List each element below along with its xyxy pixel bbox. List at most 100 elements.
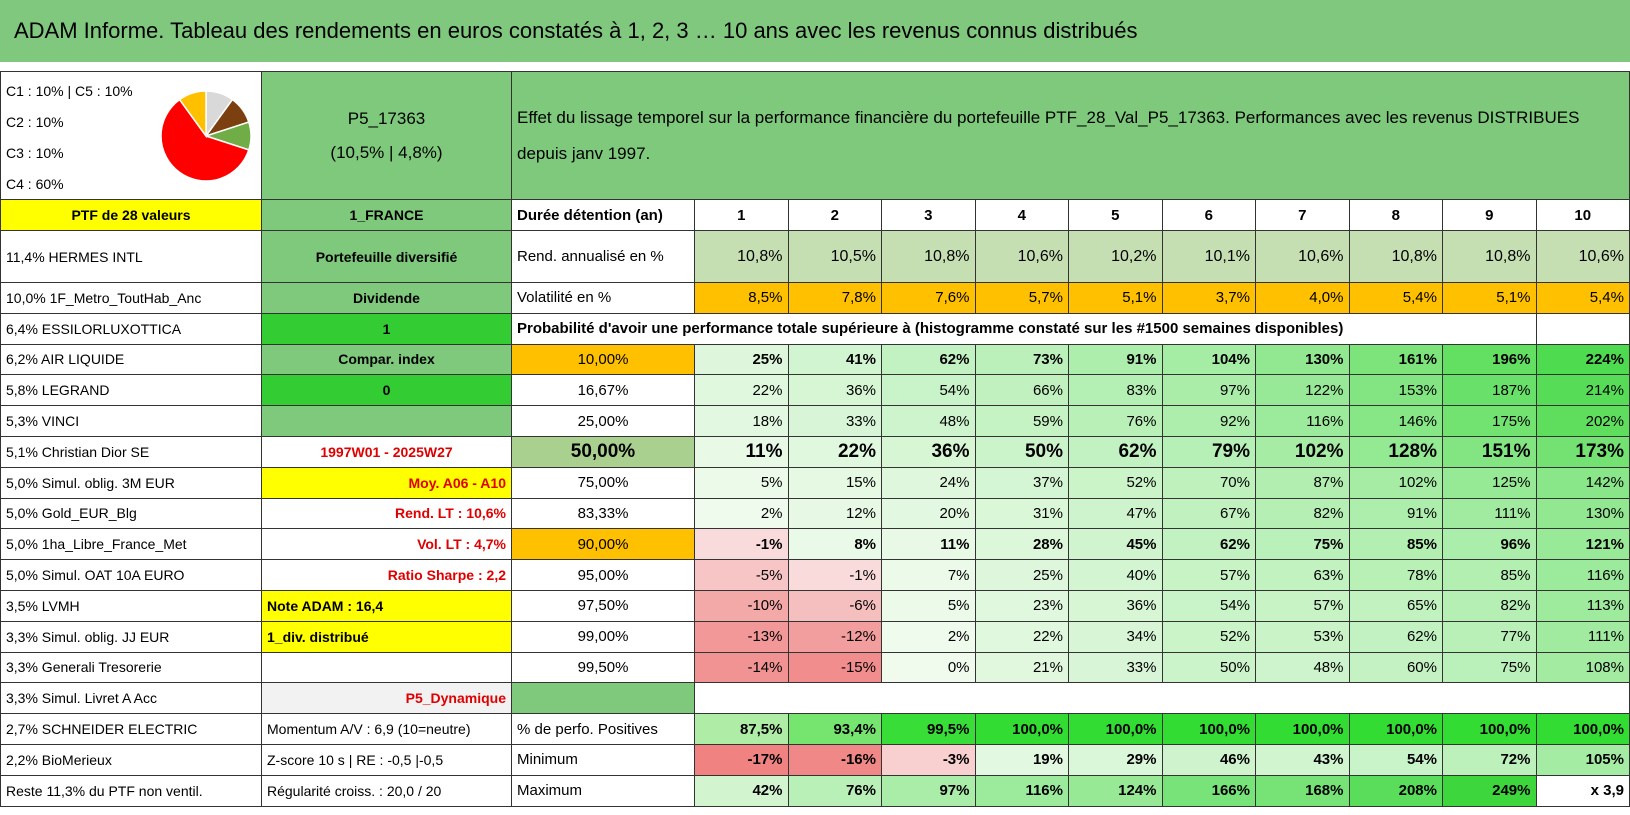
value: -13%	[695, 621, 789, 653]
value: 65%	[1349, 591, 1443, 622]
label: 99,00%	[512, 621, 695, 653]
value: 249%	[1443, 775, 1537, 807]
holding: 3,3% Generali Tresorerie	[0, 652, 262, 684]
value: 70%	[1162, 467, 1256, 499]
value: 146%	[1349, 406, 1443, 437]
year: 10	[1536, 200, 1630, 231]
value: 214%	[1536, 375, 1630, 407]
value: -14%	[695, 652, 789, 684]
value: 25%	[975, 560, 1069, 591]
holding: PTF de 28 valeurs	[0, 200, 262, 231]
value: 18%	[695, 406, 789, 437]
value: 7%	[882, 560, 976, 591]
label: % de perfo. Positives	[512, 714, 695, 745]
value: 96%	[1443, 529, 1537, 561]
description: Effet du lissage temporel sur la perform…	[512, 71, 1630, 200]
value: 130%	[1536, 498, 1630, 530]
value: 5%	[882, 591, 976, 622]
portfolio-cell: P5_17363 (10,5% | 4,8%)	[262, 71, 512, 200]
value: 5,7%	[975, 283, 1069, 314]
value: 72%	[1443, 745, 1537, 776]
value: 100,0%	[1256, 714, 1350, 745]
value: 102%	[1349, 467, 1443, 499]
value: 108%	[1536, 652, 1630, 684]
value: 116%	[975, 775, 1069, 807]
value: 10,6%	[1256, 231, 1350, 283]
value: 111%	[1536, 621, 1630, 653]
value: 5,4%	[1536, 283, 1630, 314]
legend-line: C2 : 10%	[6, 114, 64, 130]
value: 22%	[975, 621, 1069, 653]
value: 60%	[1349, 652, 1443, 684]
value: 196%	[1443, 344, 1537, 376]
value: 5%	[695, 467, 789, 499]
value: 37%	[975, 467, 1069, 499]
info: Compar. index	[262, 344, 512, 376]
value: -1%	[695, 529, 789, 561]
info	[262, 406, 512, 437]
year: 5	[1069, 200, 1163, 231]
value: 87,5%	[695, 714, 789, 745]
value: 130%	[1256, 344, 1350, 376]
title: ADAM Informe. Tableau des rendements en …	[0, 0, 1630, 62]
value: 5,1%	[1069, 283, 1163, 314]
value: 166%	[1162, 775, 1256, 807]
value: 75%	[1443, 652, 1537, 684]
value: 91%	[1349, 498, 1443, 530]
value: 66%	[975, 375, 1069, 407]
pie-icon	[160, 90, 252, 182]
value: 78%	[1349, 560, 1443, 591]
value: -16%	[788, 745, 882, 776]
value: 40%	[1069, 560, 1163, 591]
value: 100,0%	[1349, 714, 1443, 745]
value: -6%	[788, 591, 882, 622]
value: 36%	[1069, 591, 1163, 622]
portfolio-stats: (10,5% | 4,8%)	[330, 142, 443, 162]
label	[512, 683, 695, 715]
year: 6	[1162, 200, 1256, 231]
value: x 3,9	[1536, 775, 1630, 807]
label: 90,00%	[512, 529, 695, 561]
value: 82%	[1256, 498, 1350, 530]
info: Portefeuille diversifié	[262, 231, 512, 283]
value: 50%	[1162, 652, 1256, 684]
label: Minimum	[512, 745, 695, 776]
value: 5,4%	[1349, 283, 1443, 314]
value: 97%	[882, 775, 976, 807]
value: 57%	[1162, 560, 1256, 591]
holding: 6,2% AIR LIQUIDE	[0, 344, 262, 376]
legend-line: C1 : 10% | C5 : 10%	[6, 83, 133, 99]
holding: 5,0% Gold_EUR_Blg	[0, 498, 262, 530]
value: 121%	[1536, 529, 1630, 561]
value: -10%	[695, 591, 789, 622]
label: 50,00%	[512, 437, 695, 468]
value: 11%	[882, 529, 976, 561]
value: 67%	[1162, 498, 1256, 530]
value: 33%	[788, 406, 882, 437]
value: 175%	[1443, 406, 1537, 437]
label: 95,00%	[512, 560, 695, 591]
value: 100,0%	[1536, 714, 1630, 745]
value: 20%	[882, 498, 976, 530]
value: 10,8%	[1443, 231, 1537, 283]
value: 224%	[1536, 344, 1630, 376]
info: Rend. LT : 10,6%	[262, 498, 512, 530]
value: 151%	[1443, 437, 1537, 468]
value: -1%	[788, 560, 882, 591]
value: 29%	[1069, 745, 1163, 776]
holding: 2,2% BioMerieux	[0, 745, 262, 776]
year: 7	[1256, 200, 1350, 231]
info: 1	[262, 313, 512, 345]
info: Momentum A/V : 6,9 (10=neutre)	[262, 714, 512, 745]
value: 104%	[1162, 344, 1256, 376]
info: Régularité croiss. : 20,0 / 20	[262, 775, 512, 807]
label: 83,33%	[512, 498, 695, 530]
value: 76%	[788, 775, 882, 807]
value: 92%	[1162, 406, 1256, 437]
info: Note ADAM : 16,4	[262, 591, 512, 622]
value: 102%	[1256, 437, 1350, 468]
value: 62%	[1162, 529, 1256, 561]
value: 125%	[1443, 467, 1537, 499]
value: 87%	[1256, 467, 1350, 499]
legend-cell: C1 : 10% | C5 : 10% C2 : 10% C3 : 10% C4 : …	[0, 71, 262, 200]
